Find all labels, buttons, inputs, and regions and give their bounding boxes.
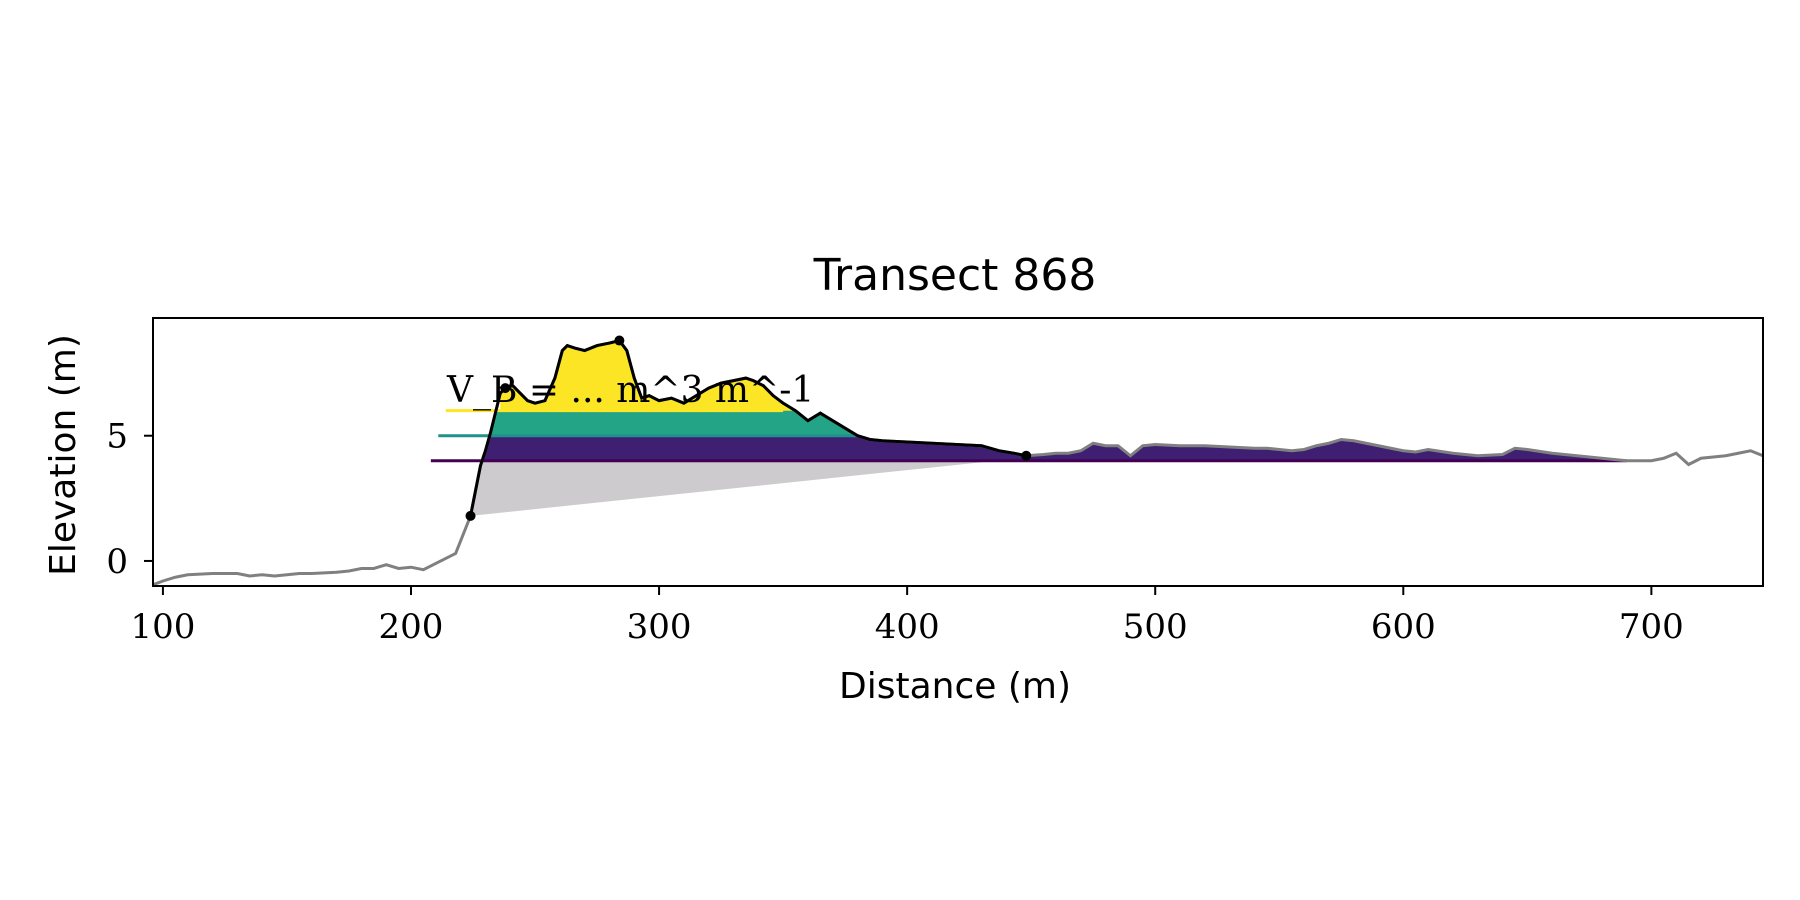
chart-title: Transect 868 — [813, 250, 1097, 301]
x-tick-label: 100 — [130, 607, 195, 647]
y-tick-label: 5 — [106, 417, 128, 457]
y-tick-label: 0 — [106, 542, 128, 582]
level-fill-2 — [485, 410, 870, 436]
profile-marker — [500, 383, 511, 394]
level-fill-1 — [482, 435, 1615, 461]
x-tick-label: 700 — [1619, 607, 1684, 647]
x-axis: 100 200 300 400 500 600 700 — [130, 586, 1684, 647]
dune-profile-line — [469, 338, 1027, 517]
y-axis: 05 — [106, 417, 153, 582]
plot-frame — [152, 317, 1764, 587]
base-region — [470, 460, 997, 516]
volume-annotation: V_B = ... m^3 m^-1 — [446, 370, 814, 411]
x-tick-label: 500 — [1123, 607, 1188, 647]
x-axis-label: Distance (m) — [839, 666, 1071, 707]
level-fill-3 — [500, 340, 808, 411]
profile-marker — [1021, 450, 1032, 461]
profile-marker — [614, 335, 625, 346]
x-tick-label: 600 — [1371, 607, 1436, 647]
plot-area — [153, 335, 1763, 586]
x-tick-label: 400 — [875, 607, 940, 647]
y-axis-label: Elevation (m) — [43, 334, 84, 576]
x-tick-label: 200 — [379, 607, 444, 647]
x-tick-label: 300 — [627, 607, 692, 647]
profile-marker — [465, 510, 476, 521]
